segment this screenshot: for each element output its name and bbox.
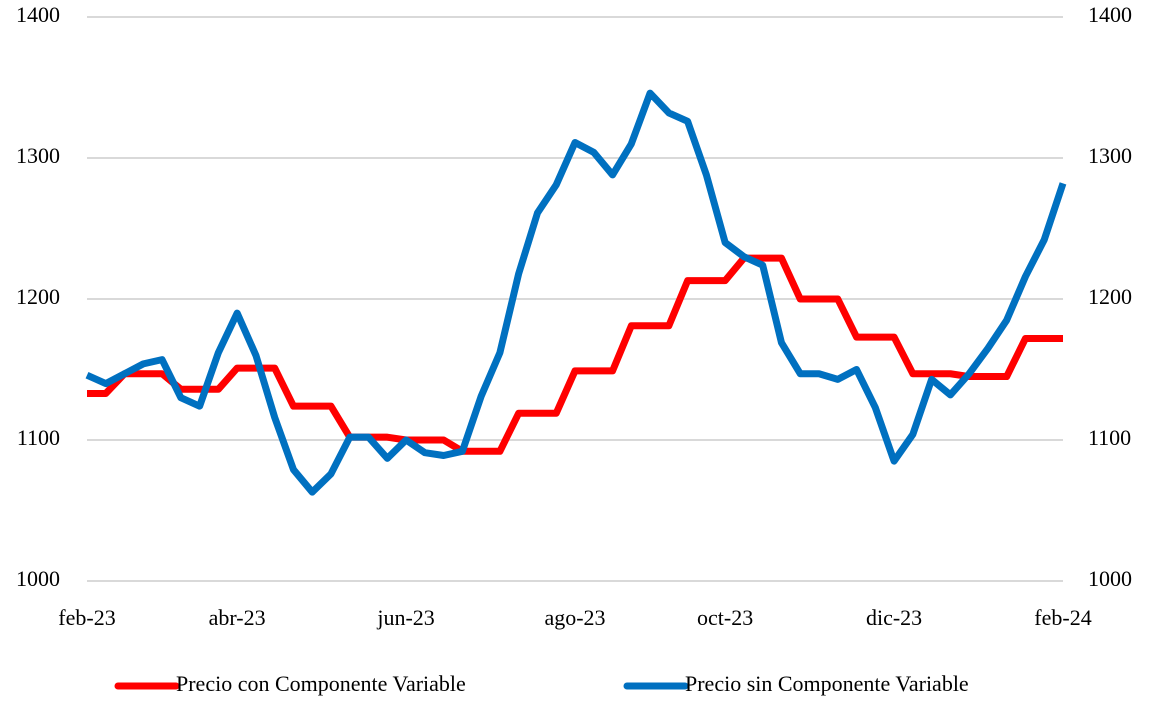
x-tick-label: jun-23 (376, 605, 434, 630)
y2-tick-label: 1200 (1088, 284, 1132, 309)
x-tick-label: ago-23 (544, 605, 605, 630)
x-tick-label: oct-23 (697, 605, 753, 630)
x-tick-label: abr-23 (209, 605, 266, 630)
y-tick-label: 1000 (16, 566, 60, 591)
y2-tick-label: 1400 (1088, 2, 1132, 27)
y-tick-label: 1400 (16, 2, 60, 27)
series-line (85, 89, 1067, 496)
y2-tick-label: 1300 (1088, 143, 1132, 168)
x-tick-label: feb-23 (58, 605, 115, 630)
x-tick-label: feb-24 (1034, 605, 1091, 630)
y-tick-label: 1300 (16, 143, 60, 168)
y-tick-label: 1100 (17, 425, 60, 450)
y-tick-label: 1200 (16, 284, 60, 309)
series-line (87, 254, 1063, 455)
legend-label: Precio con Componente Variable (176, 671, 466, 696)
y2-tick-label: 1100 (1088, 425, 1131, 450)
x-tick-label: dic-23 (866, 605, 922, 630)
y2-tick-label: 1000 (1088, 566, 1132, 591)
legend-label: Precio sin Componente Variable (685, 671, 969, 696)
